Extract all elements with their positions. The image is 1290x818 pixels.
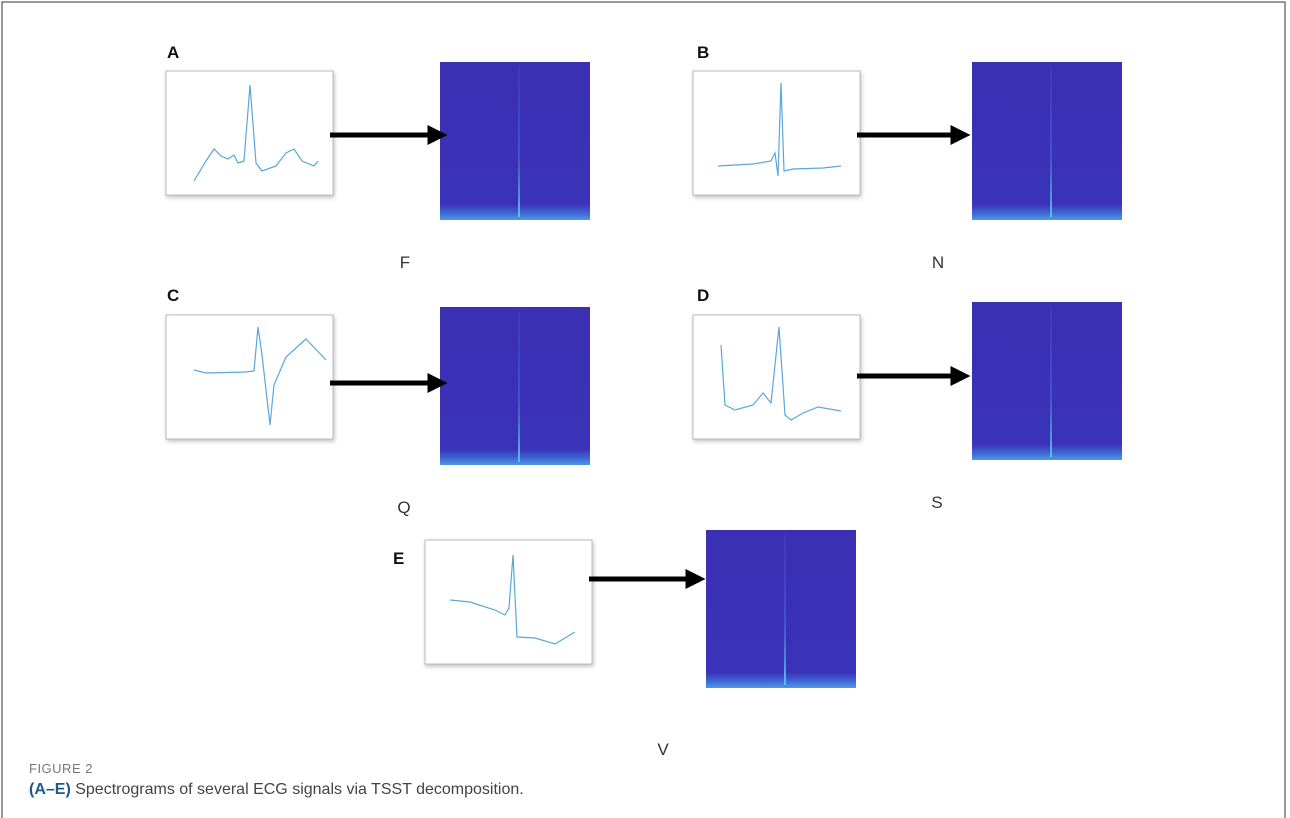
ecg-box xyxy=(692,314,861,440)
spectrogram-ridge xyxy=(518,312,520,462)
class-label: S xyxy=(931,493,942,512)
ecg-waveform xyxy=(193,326,327,426)
panel-label: D xyxy=(697,286,709,305)
panel-label: A xyxy=(167,43,179,62)
spectrogram xyxy=(972,62,1122,220)
caption-bold: (A–E) xyxy=(29,781,71,798)
figure-label: FIGURE 2 xyxy=(29,761,93,776)
panel-label: C xyxy=(167,286,179,305)
spectrogram-ridge xyxy=(784,535,786,685)
ecg-box xyxy=(165,314,334,440)
spectrogram xyxy=(440,62,590,220)
spectrogram-ridge xyxy=(518,67,520,217)
class-label: F xyxy=(400,253,410,272)
ecg-waveform xyxy=(449,554,576,645)
ecg-box xyxy=(692,70,861,196)
spectrogram xyxy=(972,302,1122,460)
panel-label: B xyxy=(697,43,709,62)
ecg-box xyxy=(424,539,593,665)
spectrogram xyxy=(440,307,590,465)
class-label: N xyxy=(932,253,944,272)
class-label: Q xyxy=(397,498,410,517)
spectrogram-ridge xyxy=(1050,307,1052,457)
spectrogram xyxy=(706,530,856,688)
ecg-waveform xyxy=(720,326,842,421)
class-label: V xyxy=(657,740,669,759)
ecg-waveform xyxy=(193,84,319,182)
caption-text: Spectrograms of several ECG signals via … xyxy=(70,781,524,798)
ecg-waveform xyxy=(717,82,842,177)
spectrogram-ridge xyxy=(1050,67,1052,217)
panel-label: E xyxy=(393,549,404,568)
caption: (A–E) Spectrograms of several ECG signal… xyxy=(29,781,524,799)
